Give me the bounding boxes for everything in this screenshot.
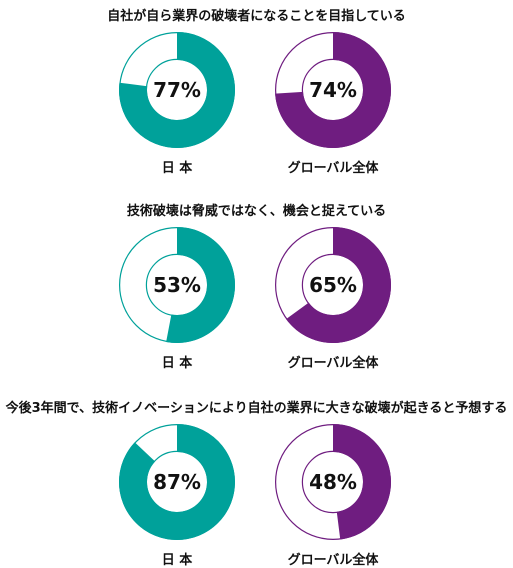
donut-global: 65% [273,225,393,345]
chart-title: 自社が自ら業界の破壊者になることを目指している [107,9,406,24]
donut-slice-53 [166,227,235,343]
caption-global: グローバル全体 [287,161,379,176]
donut-japan: 77% [117,30,237,150]
percent-label: 87% [153,470,201,494]
percent-label: 65% [309,273,357,297]
donut-svg [118,226,236,344]
donut-svg [274,423,392,541]
chart-title: 今後3年間で、技術イノベーションにより自社の業界に大きな破壊が起きると予想する [5,401,508,416]
donut-japan: 87% [117,422,237,542]
caption-japan: 日 本 [161,553,193,568]
chart-title: 技術破壊は脅威ではなく、機会と捉えている [126,204,387,219]
donut-svg [274,31,392,149]
percent-label: 53% [153,273,201,297]
caption-japan: 日 本 [161,356,193,371]
donut-slice-87 [118,424,235,540]
donut-japan: 53% [117,225,237,345]
caption-global: グローバル全体 [287,356,379,371]
percent-label: 74% [309,78,357,102]
donut-slice-74 [275,32,391,148]
donut-svg [274,226,392,344]
donut-svg [118,31,236,149]
donut-global: 74% [273,30,393,150]
donut-slice-65 [286,227,391,343]
donut-slice-48 [333,424,392,540]
percent-label: 77% [153,78,201,102]
caption-japan: 日 本 [161,161,193,176]
percent-label: 48% [309,470,357,494]
donut-svg [118,423,236,541]
donut-slice-77 [119,32,235,148]
donut-global: 48% [273,422,393,542]
caption-global: グローバル全体 [287,553,379,568]
